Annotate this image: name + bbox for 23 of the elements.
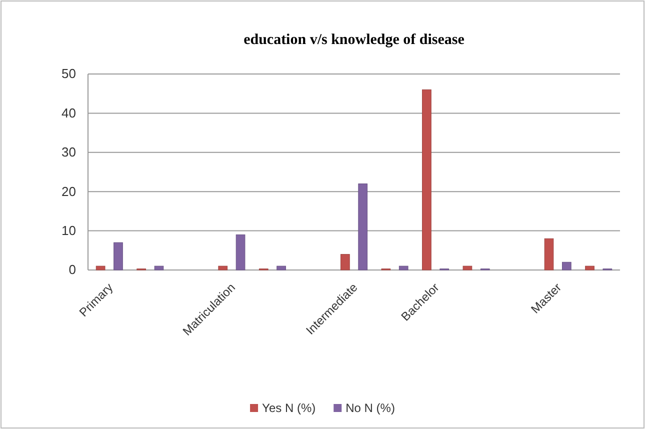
- bar: [398, 266, 408, 270]
- bar: [358, 184, 368, 270]
- bar: [544, 238, 554, 270]
- legend-label: No N (%): [346, 401, 395, 415]
- bar: [276, 266, 286, 270]
- bar: [114, 242, 123, 270]
- y-tick-label: 50: [62, 66, 76, 82]
- y-tick-label: 0: [68, 262, 76, 278]
- bar: [462, 266, 472, 270]
- chart-title: education v/s knowledge of disease: [244, 32, 465, 48]
- bar: [562, 262, 572, 270]
- bar: [340, 254, 350, 270]
- bar: [236, 234, 246, 270]
- bar: [585, 266, 594, 270]
- y-tick-label: 30: [62, 144, 76, 160]
- bar: [96, 266, 106, 270]
- legend-label: Yes N (%): [262, 401, 316, 415]
- bar: [422, 89, 432, 270]
- y-tick-label: 10: [62, 222, 76, 238]
- y-tick-label: 40: [62, 105, 76, 120]
- y-tick-label: 20: [62, 184, 76, 199]
- bar: [154, 266, 164, 270]
- bar: [218, 266, 228, 270]
